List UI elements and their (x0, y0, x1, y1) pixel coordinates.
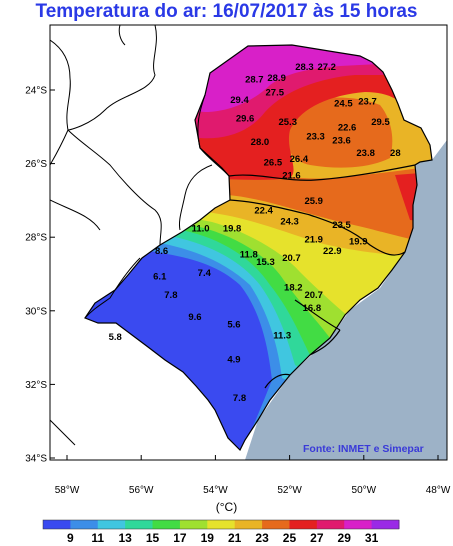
lat-tick-label: 34°S (25, 454, 47, 465)
station-value: 7.8 (233, 393, 246, 404)
map-frame (49, 24, 448, 461)
station-value: 29.5 (371, 117, 390, 128)
station-value: 11.0 (192, 224, 210, 235)
station-values: 28.3 27.2 28.7 28.9 27.5 29.4 24.5 23.7 29.6 25.3… (109, 62, 401, 404)
station-value: 25.3 (278, 117, 297, 128)
station-value: 20.7 (304, 290, 323, 301)
station-value: 22.9 (323, 246, 342, 257)
station-value: 28.7 (245, 75, 264, 86)
colorbar-outline (42, 519, 400, 530)
colorbar-label: 11 (91, 531, 104, 545)
lat-tick-label: 24°S (25, 86, 47, 97)
station-value: 7.8 (164, 290, 177, 301)
source-credit: Fonte: INMET e Simepar (303, 443, 424, 455)
colorbar-segment (289, 520, 318, 529)
station-value: 29.4 (230, 95, 249, 106)
station-value: 16.8 (303, 303, 322, 314)
station-value: 8.6 (155, 246, 168, 257)
lon-tick-label: 50°W (352, 485, 377, 496)
longitude-axis: 58°W 56°W 54°W 52°W 50°W 48°W (55, 455, 451, 496)
station-value: 5.8 (109, 332, 122, 343)
state-borders (84, 44, 433, 452)
colorbar-segment (371, 520, 400, 529)
map-title: Temperatura do ar: 16/07/2017 às 15 hora… (35, 1, 418, 22)
station-value: 20.7 (282, 253, 301, 264)
colorbar-label: 13 (118, 531, 132, 545)
station-value: 22.6 (338, 122, 357, 133)
station-value: 11.8 (240, 249, 258, 260)
station-value: 28.0 (251, 137, 270, 148)
colorbar-segment (344, 520, 373, 529)
station-value: 23.8 (356, 148, 375, 159)
station-value: 19.9 (349, 237, 368, 248)
station-value: 7.4 (198, 268, 212, 279)
station-value: 27.5 (266, 88, 285, 99)
colorbar-label: 31 (365, 531, 379, 545)
station-value: 23.7 (358, 97, 377, 108)
colorbar-label: 9 (67, 531, 74, 545)
lat-tick-label: 30°S (25, 306, 47, 317)
unit-label: (°C) (215, 500, 238, 514)
colorbar-label: 27 (310, 531, 324, 545)
station-value: 26.4 (290, 154, 309, 165)
station-value: 27.2 (317, 62, 336, 73)
lon-tick-label: 52°W (277, 485, 302, 496)
lon-tick-label: 54°W (203, 485, 228, 496)
colorbar-segment (316, 520, 345, 529)
colorbar-segment (152, 520, 181, 529)
colorbar-segment (179, 520, 208, 529)
station-value: 28.9 (267, 73, 286, 84)
station-value: 18.2 (284, 283, 303, 294)
lat-tick-label: 32°S (25, 380, 47, 391)
station-value: 23.5 (332, 220, 351, 231)
colorbar-label: 19 (201, 531, 215, 545)
station-value: 23.3 (306, 132, 325, 143)
station-value: 21.6 (282, 170, 301, 181)
station-value: 4.9 (227, 354, 240, 365)
colorbar-segment (125, 520, 154, 529)
lon-tick-label: 48°W (426, 485, 451, 496)
colorbar-segment (97, 520, 126, 529)
station-value: 29.6 (236, 113, 255, 124)
station-value: 9.6 (188, 312, 201, 323)
station-value: 25.9 (304, 196, 323, 207)
station-value: 19.8 (223, 224, 242, 235)
colorbar-label: 17 (173, 531, 187, 545)
colorbar: 9 11 13 15 17 19 21 23 25 27 29 31 (42, 519, 400, 545)
lat-tick-label: 26°S (25, 159, 47, 170)
colorbar-segment (234, 520, 263, 529)
lon-tick-label: 58°W (55, 485, 80, 496)
station-value: 23.6 (332, 135, 351, 146)
colorbar-segment (70, 520, 99, 529)
colorbar-segment (43, 520, 71, 529)
station-value: 15.3 (256, 257, 275, 268)
station-value: 28.3 (295, 62, 314, 73)
station-value: 21.9 (304, 235, 323, 246)
station-value: 5.6 (227, 319, 240, 330)
colorbar-label: 29 (338, 531, 352, 545)
station-value: 11.3 (273, 330, 291, 341)
station-value: 24.3 (280, 216, 299, 227)
station-value: 26.5 (264, 157, 283, 168)
colorbar-segment (207, 520, 236, 529)
neighboring-land (50, 25, 230, 446)
colorbar-label: 25 (283, 531, 297, 545)
station-value: 22.4 (254, 205, 273, 216)
ocean (245, 140, 447, 460)
lon-tick-label: 56°W (129, 485, 154, 496)
colorbar-label: 23 (255, 531, 269, 545)
latitude-axis: 24°S 26°S 28°S 30°S 32°S 34°S (25, 86, 55, 465)
station-value: 6.1 (153, 272, 167, 283)
colorbar-segment (262, 520, 290, 529)
station-value: 28 (390, 148, 401, 159)
colorbar-label: 21 (228, 531, 242, 545)
station-value: 24.5 (334, 99, 353, 110)
lat-tick-label: 28°S (25, 233, 47, 244)
colorbar-label: 15 (146, 531, 160, 545)
